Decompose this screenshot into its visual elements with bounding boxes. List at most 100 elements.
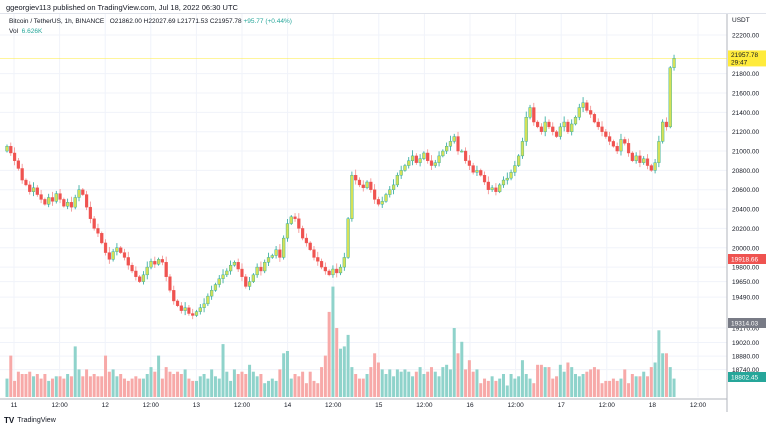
candle-down bbox=[551, 126, 555, 132]
candle-down bbox=[308, 242, 312, 250]
candle-down bbox=[168, 276, 172, 291]
candle-down bbox=[456, 136, 460, 152]
price-tick-label: 19650.00 bbox=[732, 279, 759, 286]
candle-up bbox=[668, 67, 672, 128]
candle-down bbox=[664, 121, 669, 128]
candle-down bbox=[354, 175, 358, 181]
candle-down bbox=[236, 262, 240, 270]
time-tick-label: 12:00 bbox=[690, 402, 707, 409]
volume-bar bbox=[490, 376, 494, 397]
candle-down bbox=[244, 276, 248, 287]
price-tick-label: 20200.00 bbox=[732, 226, 759, 233]
time-tick-label: 12 bbox=[102, 402, 110, 409]
candle-up bbox=[342, 257, 346, 268]
candle-up bbox=[77, 189, 81, 198]
candle-up bbox=[490, 187, 494, 190]
candle-up bbox=[407, 160, 411, 166]
candle-down bbox=[175, 300, 180, 306]
candle-down bbox=[376, 199, 381, 205]
volume-bar bbox=[236, 374, 240, 397]
time-tick-label: 12:00 bbox=[507, 402, 524, 409]
volume-bar bbox=[471, 371, 475, 397]
candle-up bbox=[210, 290, 214, 297]
candle-down bbox=[429, 160, 434, 166]
candle-up bbox=[403, 165, 407, 171]
candle-down bbox=[547, 121, 551, 128]
volume-bar bbox=[43, 374, 47, 397]
candle-down bbox=[645, 158, 650, 166]
volume-bar bbox=[429, 367, 433, 397]
candle-up bbox=[289, 216, 293, 224]
candle-down bbox=[585, 102, 589, 111]
candle-down bbox=[463, 150, 468, 161]
volume-bar bbox=[274, 380, 278, 397]
volume-bar bbox=[562, 371, 566, 397]
volume-bar bbox=[145, 374, 149, 397]
volume-bar bbox=[441, 367, 445, 397]
candle-down bbox=[600, 126, 604, 132]
volume-bar bbox=[346, 334, 350, 397]
price-tick-label: 22200.00 bbox=[732, 33, 759, 40]
candle-down bbox=[122, 252, 127, 258]
candle-down bbox=[126, 257, 130, 266]
symbol-label[interactable]: Bitcoin / TetherUS, 1h, BINANCE bbox=[9, 18, 105, 25]
volume-bar bbox=[392, 376, 396, 397]
candle-down bbox=[187, 307, 191, 314]
volume-bar bbox=[418, 367, 422, 397]
candle-up bbox=[543, 121, 547, 132]
volume-bar bbox=[308, 371, 312, 397]
candle-down bbox=[9, 146, 13, 154]
volume-bar bbox=[206, 378, 210, 397]
candle-up bbox=[657, 141, 661, 163]
time-tick-label: 12:00 bbox=[234, 402, 251, 409]
candle-up bbox=[251, 274, 255, 282]
volume-label: Vol bbox=[9, 28, 19, 35]
volume-bar bbox=[509, 374, 513, 397]
price-tick-label: 20800.00 bbox=[732, 168, 759, 175]
price-tick-label: 21000.00 bbox=[732, 149, 759, 156]
candle-up bbox=[642, 158, 646, 163]
candle-down bbox=[103, 242, 108, 253]
candle-down bbox=[479, 170, 483, 176]
candle-up bbox=[422, 152, 426, 159]
open-value: O21862.00 bbox=[109, 18, 142, 25]
candle-up bbox=[285, 223, 290, 239]
volume-bar bbox=[574, 374, 577, 397]
candle-up bbox=[73, 197, 77, 208]
volume-bar bbox=[464, 369, 468, 397]
volume-bar bbox=[649, 367, 653, 397]
candle-down bbox=[539, 126, 543, 132]
volume-bar bbox=[35, 374, 39, 397]
candle-up bbox=[156, 259, 161, 265]
candle-down bbox=[259, 266, 263, 272]
candle-down bbox=[323, 266, 327, 272]
volume-bar bbox=[111, 369, 115, 397]
candle-up bbox=[437, 155, 441, 163]
last-price-badge bbox=[728, 50, 766, 67]
volume-bar bbox=[558, 364, 562, 397]
volume-bar bbox=[524, 374, 528, 397]
volume-bar bbox=[532, 383, 536, 397]
volume-bar bbox=[600, 383, 604, 397]
volume-bar bbox=[195, 380, 198, 397]
candle-up bbox=[54, 193, 58, 202]
candle-up bbox=[270, 255, 274, 258]
volume-bar bbox=[248, 364, 252, 397]
volume-bar bbox=[577, 376, 581, 397]
time-tick-label: 14 bbox=[284, 402, 292, 409]
candle-down bbox=[130, 264, 134, 272]
volume-bar bbox=[638, 376, 642, 397]
candle-up bbox=[448, 141, 453, 147]
candle-up bbox=[452, 136, 456, 142]
volume-bar bbox=[498, 378, 502, 397]
volume-row: Vol 6.626K bbox=[9, 27, 292, 37]
candle-down bbox=[304, 237, 309, 244]
candle-up bbox=[263, 262, 267, 272]
volume-bar bbox=[107, 371, 111, 397]
price-badge-label: 19314.03 bbox=[731, 321, 758, 328]
volume-bar bbox=[210, 369, 214, 397]
volume-bar bbox=[213, 376, 217, 397]
volume-bar bbox=[653, 362, 657, 397]
candle-up bbox=[581, 102, 585, 108]
